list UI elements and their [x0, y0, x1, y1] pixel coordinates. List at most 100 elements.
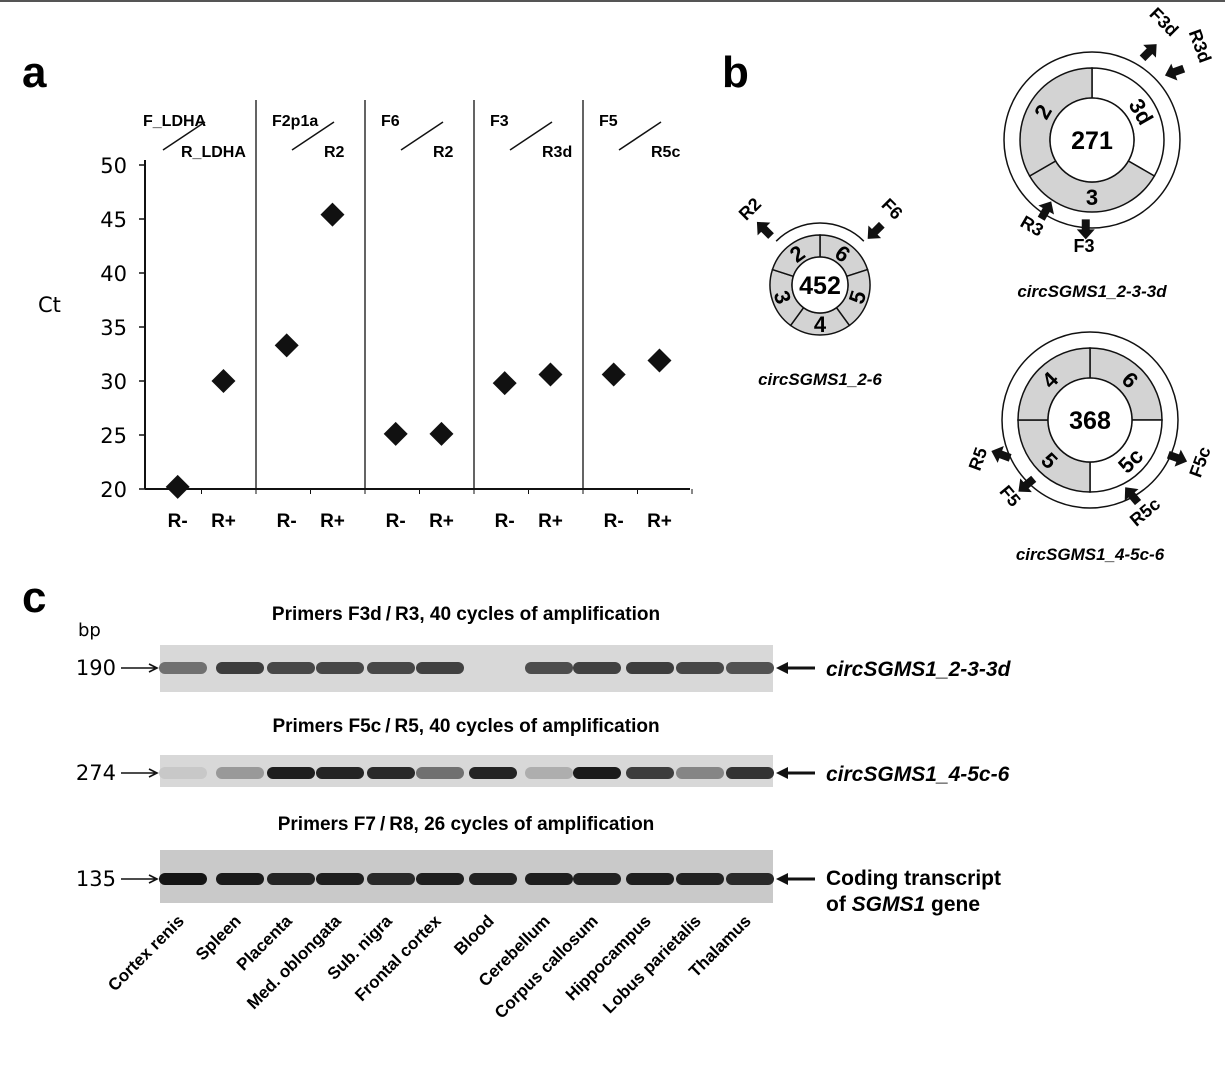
primer-forward: Primers F5c	[272, 716, 381, 737]
y-tick-label: 20	[100, 478, 127, 502]
product-arrowhead-icon	[776, 873, 788, 885]
product-name: Coding transcript	[826, 867, 1001, 890]
size-arrow-icon	[121, 768, 159, 778]
gel-title: Primers F7/R8, 26 cycles of amplificatio…	[278, 814, 655, 835]
gel-band	[469, 873, 517, 885]
primer-forward-label: F6	[381, 113, 400, 130]
gel-band	[216, 767, 264, 779]
primer-forward: Primers F3d	[272, 604, 382, 625]
product-of: of	[826, 893, 852, 916]
gene-name: SGMS1	[852, 893, 926, 916]
circle-center	[1049, 97, 1135, 183]
primer-arrow-icon	[1124, 487, 1142, 506]
exon-label: 4	[814, 312, 827, 337]
gel-band	[525, 662, 573, 674]
gel-band	[159, 767, 207, 779]
data-point-diamond	[492, 371, 517, 396]
data-point-diamond	[383, 421, 408, 446]
x-tick-label: R-	[604, 511, 624, 532]
bp-size: 135	[76, 867, 116, 891]
primer-arrow-icon	[1166, 449, 1188, 467]
primer-arrow-icon	[1076, 219, 1095, 240]
panel-label-a: a	[22, 48, 47, 97]
primer-forward-label: F5	[599, 113, 618, 130]
data-point-diamond	[211, 369, 236, 393]
y-tick-label: 30	[100, 370, 127, 394]
gel-band	[726, 662, 774, 674]
x-tick-label: R-	[168, 511, 188, 532]
data-point-diamond	[538, 362, 563, 387]
x-tick-label: R-	[495, 511, 515, 532]
gel-band	[316, 767, 364, 779]
ct-chart: Ct 20 25 30 35 40 45 50 F_LDHA R_LDHA R- R+ F2p1a R2…	[38, 100, 693, 532]
gel-band	[626, 662, 674, 674]
gel-band	[216, 873, 264, 885]
circle-center	[791, 256, 849, 314]
gel-band	[216, 662, 264, 674]
gel-band	[573, 662, 621, 674]
size-arrow-icon	[121, 663, 159, 673]
y-tick-label: 35	[100, 316, 127, 340]
primer-label: F3d	[1146, 4, 1183, 41]
gel-band	[525, 767, 573, 779]
product-gene: of SGMS1 gene	[826, 893, 980, 916]
primer-slash	[162, 121, 206, 151]
gel-band	[469, 767, 517, 779]
primer-arrow-icon	[1018, 475, 1037, 493]
gel-band	[367, 662, 415, 674]
x-tick-label: R+	[647, 511, 672, 532]
primer-slash: /	[380, 814, 386, 835]
gel-band	[676, 873, 724, 885]
gel-panel: bp Primers F3d / R3, 40 cycles of amplific…	[76, 604, 1012, 1022]
primer-reverse-label: R2	[324, 144, 345, 161]
x-tick-label: R+	[320, 511, 345, 532]
size-arrow-icon	[121, 874, 159, 884]
gel-band	[367, 767, 415, 779]
y-tick-label: 40	[100, 262, 127, 286]
top-border	[0, 0, 1225, 2]
gel-band	[267, 873, 315, 885]
primer-label: R2	[735, 194, 765, 224]
gel-band	[626, 767, 674, 779]
x-tick-label: R+	[211, 511, 236, 532]
primer-forward-label: F2p1a	[272, 113, 318, 130]
lane-label: Frontal cortex	[351, 911, 445, 1005]
gel-title: Primers F5c / R5, 40 cycles of amplificati…	[272, 716, 659, 737]
x-tick-label: R+	[538, 511, 563, 532]
gel-band	[367, 873, 415, 885]
circrna-length: 271	[1071, 127, 1113, 155]
lane-label: Blood	[450, 911, 497, 958]
primer-label: F5c	[1185, 444, 1214, 480]
gel-band	[159, 662, 207, 674]
gel-band	[676, 767, 724, 779]
bp-size: 274	[76, 761, 116, 785]
product-name: circSGMS1_2-3-3d	[826, 658, 1012, 681]
data-point-diamond	[320, 202, 345, 227]
circrna-name: circSGMS1_4-5c-6	[1016, 545, 1165, 564]
product-arrowhead-icon	[776, 662, 788, 674]
circrna-name: circSGMS1_2-6	[758, 370, 882, 389]
primer-slash	[291, 121, 335, 151]
gel-band	[316, 873, 364, 885]
gel-band	[159, 873, 207, 885]
x-tick-label: R-	[277, 511, 297, 532]
y-tick-label: 50	[100, 154, 127, 178]
data-point-diamond	[165, 474, 190, 499]
primer-reverse-label: R3d	[542, 144, 572, 161]
primer-label: R5	[965, 445, 992, 473]
gel-band	[573, 873, 621, 885]
primer-forward: Primers F7	[278, 814, 376, 835]
gel-band	[416, 767, 464, 779]
panel-label-c: c	[22, 573, 46, 622]
gel-band	[626, 873, 674, 885]
gel-title: Primers F3d / R3, 40 cycles of amplificati…	[272, 604, 660, 625]
exon-label: 3	[1086, 185, 1098, 210]
amplicon-arc	[775, 222, 865, 242]
gel-band	[267, 767, 315, 779]
primer-slash	[618, 121, 662, 151]
gel-band	[525, 873, 573, 885]
